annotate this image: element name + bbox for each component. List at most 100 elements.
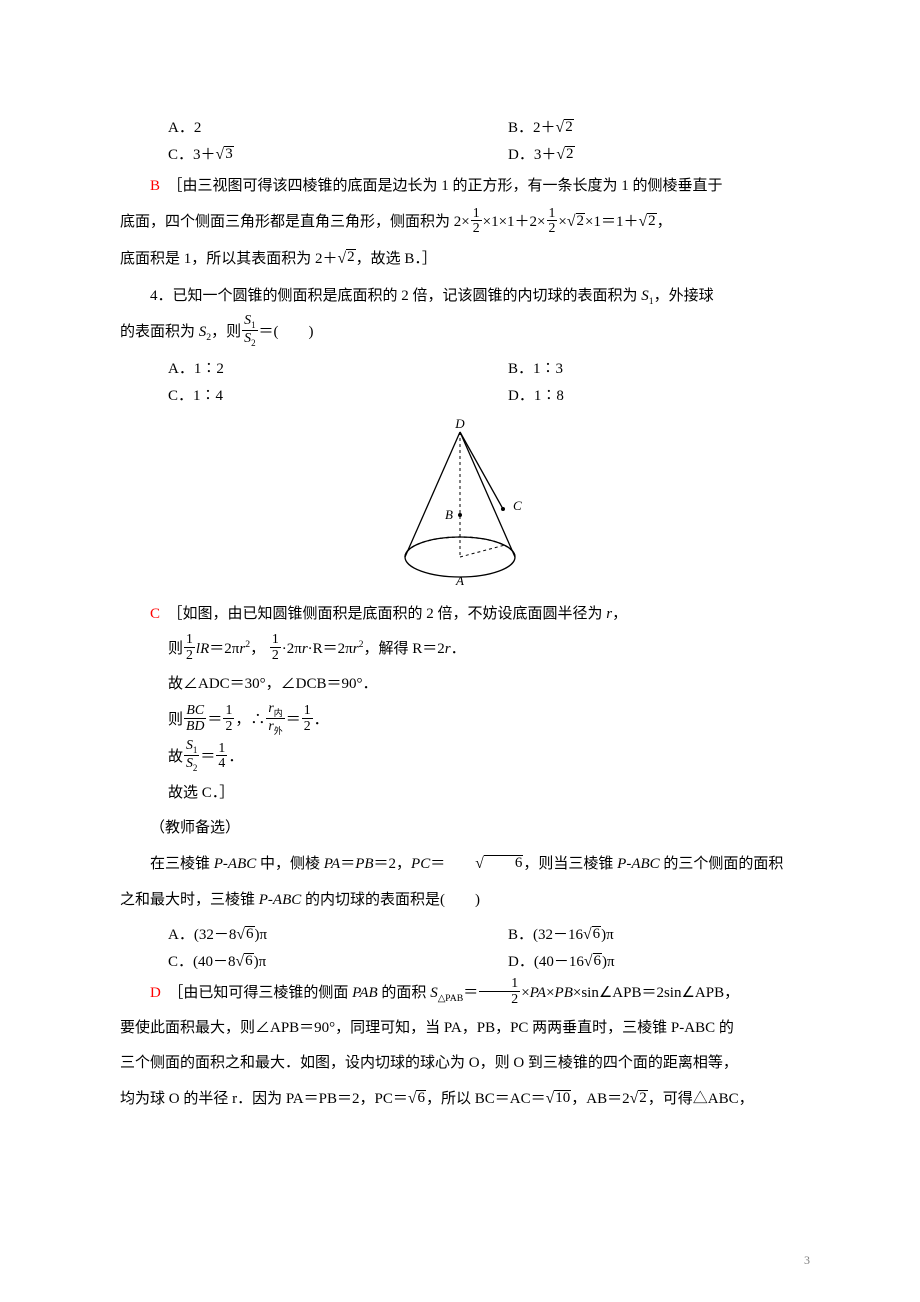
text: ，则当三棱锥 bbox=[523, 856, 617, 872]
text: lR bbox=[196, 641, 209, 657]
opt-val: 1∶8 bbox=[534, 388, 564, 404]
eq: ＝ bbox=[463, 985, 478, 1001]
text: ． bbox=[228, 749, 243, 765]
text: 均为球 O 的半径 r．因为 PA＝PB＝2，PC＝ bbox=[120, 1091, 408, 1107]
text: ． bbox=[314, 712, 329, 728]
opt-label: A． bbox=[168, 361, 194, 377]
teacher-note: （教师备选） bbox=[120, 812, 800, 845]
PA: PA bbox=[530, 985, 546, 1001]
PAB: PAB bbox=[352, 985, 378, 1001]
text: 4．已知一个圆锥的侧面积是底面积的 2 倍，记该圆锥的内切球的表面积为 bbox=[150, 288, 641, 304]
frac-S1S2: S1S2 bbox=[184, 738, 199, 773]
sqrt: √6 bbox=[236, 926, 254, 944]
q4-option-B: B．1∶3 bbox=[460, 357, 800, 378]
sqrt: √6 bbox=[236, 953, 254, 971]
opt-label: B． bbox=[508, 927, 533, 943]
frac-1-2: 12 bbox=[223, 703, 234, 733]
opt-val: 1∶3 bbox=[533, 361, 563, 377]
text: 的三个侧面的面积 bbox=[660, 856, 784, 872]
q4-answer-letter: C bbox=[150, 606, 160, 622]
q4-stem-1: 4．已知一个圆锥的侧面积是底面积的 2 倍，记该圆锥的内切球的表面积为 S1，外… bbox=[120, 280, 800, 313]
q3-explanation-2: 底面，四个侧面三角形都是直角三角形，侧面积为 2×12×1×1＋2×12×√2×… bbox=[120, 205, 800, 240]
svg-text:D: D bbox=[454, 417, 465, 431]
opt-label: A． bbox=[168, 927, 194, 943]
frac-bc-bd: BCBD bbox=[184, 703, 206, 733]
text: ，解得 R＝2 bbox=[363, 641, 444, 657]
opt-prefix: 3＋ bbox=[193, 147, 216, 163]
opt-prefix: 3＋ bbox=[534, 147, 557, 163]
text: ·2π bbox=[282, 641, 302, 657]
text: ，则 bbox=[211, 324, 241, 340]
text: 在三棱锥 bbox=[150, 856, 214, 872]
text: 中，侧棱 bbox=[256, 856, 324, 872]
opt-label: D． bbox=[508, 388, 534, 404]
text: × bbox=[521, 985, 529, 1001]
frac-half: 12 bbox=[184, 632, 195, 662]
frac-half: 12 bbox=[547, 206, 558, 236]
text: ，∴ bbox=[235, 712, 265, 728]
text: ×1＝1＋ bbox=[585, 214, 638, 230]
text: × bbox=[546, 985, 554, 1001]
q5-sol-3: 三个侧面的面积之和最大．如图，设内切球的球心为 O，则 O 到三棱锥的四个面的距… bbox=[120, 1047, 800, 1080]
text: ＝( ) bbox=[259, 324, 314, 340]
sqrt: √2 bbox=[639, 205, 657, 240]
text: ， bbox=[612, 606, 627, 622]
q4-stem-2: 的表面积为 S2，则S1S2＝( ) bbox=[120, 315, 800, 350]
text: 的表面积为 bbox=[120, 324, 199, 340]
q4-sol-3: 故∠ADC＝30°，∠DCB＝90°． bbox=[168, 668, 800, 701]
text: ·R＝2π bbox=[308, 641, 353, 657]
q4-option-A: A．1∶2 bbox=[120, 357, 460, 378]
text: 则 bbox=[168, 712, 183, 728]
PB: PB bbox=[555, 985, 573, 1001]
text: 的面积 bbox=[378, 985, 431, 1001]
frac-rin-rout: r内r外 bbox=[266, 701, 284, 736]
PA: PA bbox=[324, 856, 340, 872]
pre: (32－16 bbox=[533, 927, 583, 943]
sqrt10: √10 bbox=[546, 1082, 572, 1117]
sqrt6: √6 bbox=[408, 1082, 426, 1117]
frac-S1S2: S1S2 bbox=[242, 313, 257, 348]
text: ，外接球 bbox=[654, 288, 714, 304]
text: ，故选 B．］ bbox=[356, 251, 437, 267]
text: ． bbox=[451, 641, 466, 657]
sqrt2: √2 bbox=[630, 1082, 648, 1117]
sqrt: √2 bbox=[556, 146, 574, 164]
frac-half: 12 bbox=[479, 976, 520, 1006]
post: )π bbox=[601, 927, 614, 943]
q4-options-row-1: A．1∶2 B．1∶3 bbox=[120, 357, 800, 378]
q5-option-D: D．(40－16√6)π bbox=[460, 950, 800, 971]
text: × bbox=[558, 214, 566, 230]
pre: (32－8 bbox=[194, 927, 237, 943]
opt-val: 1∶4 bbox=[193, 388, 223, 404]
text: ×sin∠APB＝2sin∠APB， bbox=[573, 985, 739, 1001]
post: )π bbox=[602, 954, 615, 970]
q4-sol-block: 则12lR＝2πr2， 12·2πr·R＝2πr2，解得 R＝2r． 故∠ADC… bbox=[120, 633, 800, 811]
text: 底面积是 1，所以其表面积为 2＋ bbox=[120, 251, 338, 267]
q3-explanation-1: B ［由三视图可得该四棱锥的底面是边长为 1 的正方形，有一条长度为 1 的侧棱… bbox=[120, 170, 800, 203]
S: S bbox=[430, 985, 438, 1001]
pre: (40－8 bbox=[193, 954, 236, 970]
pre: (40－16 bbox=[534, 954, 584, 970]
q4-sol-1: C ［如图，由已知圆锥侧面积是底面积的 2 倍，不妨设底面圆半径为 r， bbox=[120, 598, 800, 631]
text: 之和最大时，三棱锥 bbox=[120, 892, 259, 908]
eq: ＝ bbox=[430, 856, 445, 872]
PABC: P-ABC bbox=[214, 856, 257, 872]
q5-options-row-2: C．(40－8√6)π D．(40－16√6)π bbox=[120, 950, 800, 971]
frac-half: 12 bbox=[471, 206, 482, 236]
q4-options-row-2: C．1∶4 D．1∶8 bbox=[120, 384, 800, 405]
text: ×1×1＋2× bbox=[483, 214, 546, 230]
opt-label: B． bbox=[508, 120, 533, 136]
q3-options-row-2: C．3＋√3 D．3＋√2 bbox=[120, 143, 800, 164]
sqrt: √2 bbox=[338, 242, 356, 277]
opt-label: A． bbox=[168, 120, 194, 136]
text: ，所以 BC＝AC＝ bbox=[426, 1091, 546, 1107]
eq: ＝2， bbox=[374, 856, 412, 872]
text: 故 bbox=[168, 749, 183, 765]
text: ， bbox=[250, 641, 265, 657]
opt-val: 2 bbox=[194, 120, 202, 136]
sub-tri: △PAB bbox=[438, 993, 464, 1004]
opt-label: C． bbox=[168, 388, 193, 404]
sqrt: √2 bbox=[567, 205, 585, 240]
opt-label: D． bbox=[508, 147, 534, 163]
text: ［由三视图可得该四棱锥的底面是边长为 1 的正方形，有一条长度为 1 的侧棱垂直… bbox=[168, 178, 723, 194]
